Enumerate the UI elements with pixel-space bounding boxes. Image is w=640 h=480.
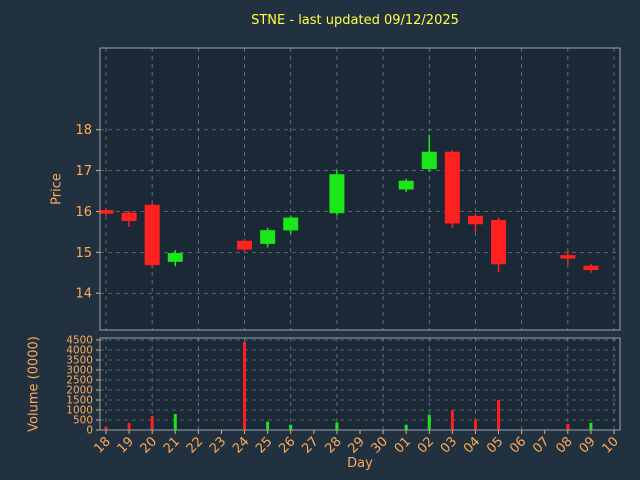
volume-bar <box>450 410 454 430</box>
volume-bar <box>127 423 131 430</box>
volume-axes-spine <box>99 337 621 431</box>
x-tick-label: 18 <box>92 434 114 456</box>
candle-body-up <box>283 217 299 231</box>
volume-bar <box>173 414 177 430</box>
volume-y-tick-label: 1000 <box>66 405 93 417</box>
volume-bar <box>266 421 270 430</box>
x-tick-label: 28 <box>322 434 344 456</box>
x-tick-label: 08 <box>553 434 575 456</box>
volume-y-tick-label: 2000 <box>66 385 93 397</box>
x-tick-label: 30 <box>369 434 391 456</box>
price-y-tick-label: 18 <box>75 123 92 138</box>
volume-bar <box>473 419 477 430</box>
volume-bar <box>404 424 408 430</box>
volume-bar <box>289 424 293 430</box>
x-tick-label: 09 <box>576 434 598 456</box>
candle-body-down <box>444 151 460 224</box>
x-tick-label: 10 <box>600 434 622 456</box>
volume-y-tick-label: 3000 <box>66 365 93 377</box>
candle-body-up <box>398 180 414 190</box>
volume-y-tick-label: 4500 <box>66 335 93 347</box>
price-y-tick-label: 15 <box>75 246 92 261</box>
volume-y-tick-label: 0 <box>86 425 93 437</box>
x-tick-label: 27 <box>299 434 321 456</box>
x-tick-label: 22 <box>184 434 206 456</box>
candle-body-up <box>167 253 183 262</box>
candle-body-up <box>260 230 276 244</box>
candle-body-up <box>421 151 437 170</box>
volume-bar <box>566 424 570 430</box>
price-axis-label: Price <box>49 173 65 205</box>
volume-axes-background <box>100 338 620 430</box>
volume-y-tick-label: 2500 <box>66 375 93 387</box>
x-tick-label: 19 <box>115 434 137 456</box>
price-axes-spine <box>99 47 621 331</box>
volume-bar <box>427 414 431 430</box>
x-tick-label: 21 <box>161 434 183 456</box>
x-tick-label: 03 <box>438 434 460 456</box>
candle-body-down <box>491 219 507 265</box>
price-axes-background <box>100 48 620 330</box>
volume-y-tick-label: 3500 <box>66 355 93 367</box>
candle-body-up <box>329 174 345 214</box>
x-tick-label: 26 <box>276 434 298 456</box>
volume-bar <box>104 427 108 430</box>
price-y-tick-label: 14 <box>75 287 92 302</box>
x-tick-label: 20 <box>138 434 160 456</box>
chart-title: STNE - last updated 09/12/2025 <box>251 13 459 28</box>
candle-body-down <box>560 255 576 259</box>
price-y-tick-label: 16 <box>75 205 92 220</box>
volume-bar <box>150 416 154 430</box>
x-tick-label: 23 <box>207 434 229 456</box>
candle-body-down <box>467 215 483 225</box>
x-tick-label: 24 <box>230 434 252 456</box>
volume-bar <box>589 422 593 430</box>
candle-body-down <box>121 212 137 221</box>
x-tick-label: 04 <box>461 434 483 456</box>
x-tick-label: 05 <box>484 434 506 456</box>
x-tick-label: 02 <box>415 434 437 456</box>
day-axis-label: Day <box>347 456 373 471</box>
volume-bar <box>335 422 339 430</box>
volume-y-tick-label: 1500 <box>66 395 93 407</box>
x-tick-label: 01 <box>392 434 414 456</box>
volume-y-tick-label: 500 <box>73 415 93 427</box>
candle-body-down <box>237 240 253 250</box>
volume-y-tick-label: 4000 <box>66 345 93 357</box>
x-tick-label: 29 <box>346 434 368 456</box>
volume-bar <box>497 400 501 430</box>
candle-body-down <box>98 210 114 214</box>
x-tick-label: 07 <box>530 434 552 456</box>
candle-body-down <box>583 265 599 271</box>
price-y-tick-label: 17 <box>75 164 92 179</box>
x-tick-label: 06 <box>507 434 529 456</box>
x-tick-label: 25 <box>253 434 275 456</box>
volume-bar <box>243 342 247 430</box>
candle-body-down <box>144 204 160 266</box>
volume-axis-label: Volume (0000) <box>26 336 42 432</box>
